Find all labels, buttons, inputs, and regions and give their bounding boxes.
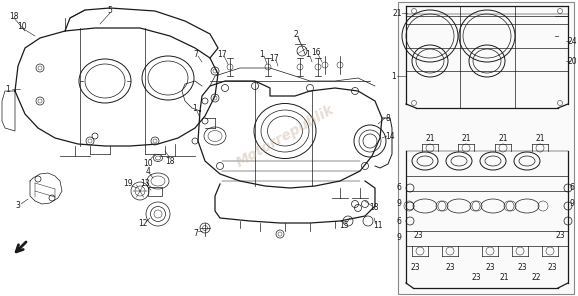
Text: 21: 21 [425, 133, 435, 142]
Text: 3: 3 [16, 202, 20, 210]
Text: 23: 23 [547, 263, 557, 273]
Text: 2: 2 [294, 30, 298, 38]
Text: 23: 23 [517, 263, 527, 273]
Text: 1: 1 [192, 104, 197, 112]
Text: 18: 18 [369, 204, 379, 213]
Text: 21: 21 [498, 133, 507, 142]
Text: 21: 21 [535, 133, 544, 142]
Text: 21: 21 [499, 274, 509, 282]
Text: 6: 6 [397, 216, 402, 226]
Text: 18: 18 [165, 157, 175, 165]
Text: 11: 11 [373, 221, 383, 231]
Text: 23: 23 [410, 263, 420, 273]
Text: 6: 6 [569, 184, 575, 192]
Text: 9: 9 [397, 234, 402, 242]
Text: 1: 1 [6, 84, 10, 94]
Text: 5: 5 [108, 6, 113, 15]
Text: 17: 17 [217, 49, 227, 59]
Text: 23: 23 [555, 231, 565, 240]
Text: 20: 20 [567, 57, 577, 65]
Text: 10: 10 [143, 158, 153, 168]
Text: 22: 22 [531, 274, 541, 282]
Text: 21: 21 [392, 9, 402, 17]
Text: 19: 19 [123, 179, 133, 189]
Text: 6: 6 [397, 184, 402, 192]
Text: 23: 23 [445, 263, 455, 273]
Text: 18: 18 [9, 12, 18, 20]
Text: 4: 4 [146, 166, 150, 176]
Text: 9: 9 [397, 200, 402, 208]
Text: 17: 17 [269, 54, 279, 62]
Text: 23: 23 [471, 274, 481, 282]
Text: 1: 1 [392, 72, 397, 81]
Text: 12: 12 [138, 220, 148, 229]
Text: 9: 9 [569, 200, 575, 208]
Text: 8: 8 [386, 113, 390, 123]
Text: 1: 1 [260, 49, 264, 59]
Text: 23: 23 [413, 231, 423, 240]
Bar [148, 187, 162, 196]
Text: 23: 23 [485, 263, 495, 273]
Text: 16: 16 [311, 47, 321, 57]
Text: Motorrepublik: Motorrepublik [234, 102, 336, 170]
Text: 24: 24 [567, 36, 577, 46]
Text: 7: 7 [194, 49, 198, 59]
Bar [398, 2, 574, 294]
Text: 21: 21 [461, 133, 470, 142]
Text: 1: 1 [306, 49, 310, 59]
Text: 7: 7 [194, 229, 198, 239]
Text: 15: 15 [339, 221, 349, 231]
Text: 14: 14 [385, 131, 395, 141]
Text: 10: 10 [17, 22, 27, 30]
Text: 13: 13 [140, 179, 150, 189]
